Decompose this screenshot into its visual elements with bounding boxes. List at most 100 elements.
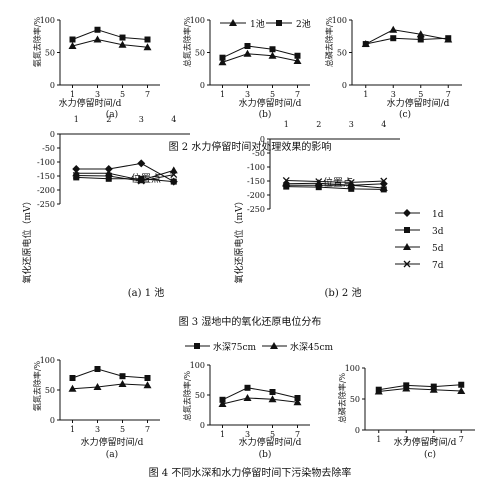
data-point xyxy=(268,51,277,59)
data-point xyxy=(380,177,388,185)
data-point xyxy=(118,380,127,387)
fig2-a-letter: (a) xyxy=(106,109,118,120)
series-line xyxy=(365,37,449,45)
fig2-legend: 1池 2池 xyxy=(220,18,311,30)
legend-square-marker xyxy=(404,227,410,233)
data-point xyxy=(73,174,80,181)
data-point xyxy=(68,384,77,392)
data-point xyxy=(105,175,112,182)
y-tick-label: -100 xyxy=(247,163,265,172)
data-point xyxy=(389,25,398,33)
y-tick-label: 50 xyxy=(337,49,347,58)
data-point xyxy=(390,35,397,42)
y-tick-label: 0 xyxy=(200,81,205,90)
series-line xyxy=(286,182,384,189)
legend-triangle-marker xyxy=(270,342,278,349)
y-tick-label: -250 xyxy=(37,200,55,209)
legend-cross-marker xyxy=(403,260,411,268)
y-tick-label: 0 xyxy=(50,81,55,90)
fig3-b-ylabel: 氧化还原电位（mV） xyxy=(233,196,245,283)
fig4-panel-b: 总氮去除率/% 水力停留时间/d (b) xyxy=(182,370,302,460)
data-point xyxy=(170,178,177,185)
data-point xyxy=(218,400,227,407)
series-line xyxy=(222,387,298,401)
y-tick-label: 100 xyxy=(332,16,347,25)
x-tick-label: 5 xyxy=(431,435,436,444)
series-line xyxy=(378,387,462,393)
y-tick-label: -150 xyxy=(247,177,265,186)
fig4-b-ylabel: 总氮去除率/% xyxy=(182,370,192,421)
data-point xyxy=(104,165,113,173)
data-point xyxy=(294,52,301,59)
fig4-c-xlabel: 水力停留时间/d xyxy=(394,436,457,448)
fig2-b-letter: (b) xyxy=(259,109,272,120)
data-point xyxy=(348,185,355,192)
y-tick-label: 0 xyxy=(50,416,55,425)
y-tick-label: 100 xyxy=(345,364,360,373)
data-point xyxy=(143,43,152,51)
data-point xyxy=(72,165,81,173)
x-tick-label: 7 xyxy=(295,430,300,439)
data-point xyxy=(94,26,101,33)
series-line xyxy=(72,383,148,390)
y-tick-label: 50 xyxy=(350,395,360,404)
x-tick-label: 5 xyxy=(120,425,125,434)
fig3-legend: 1d 3d 5d 7d xyxy=(395,209,444,271)
fig4-a-letter: (a) xyxy=(106,449,118,460)
x-tick-label: 3 xyxy=(349,120,354,129)
fig4-b-letter: (b) xyxy=(259,449,272,460)
series-line xyxy=(72,38,148,48)
fig4-panel-a: 氨氮去除率/% 水力停留时间/d (a) xyxy=(32,360,144,460)
data-point xyxy=(282,176,290,184)
series-line xyxy=(286,186,384,190)
data-point xyxy=(315,184,322,191)
y-tick-label: 50 xyxy=(45,386,55,395)
data-point xyxy=(69,36,76,43)
x-tick-label: 2 xyxy=(106,115,111,124)
fig2-caption: 图 2 水力停留时间对处理效果的影响 xyxy=(169,140,332,153)
data-point xyxy=(144,36,151,43)
data-point xyxy=(143,381,152,389)
data-point xyxy=(68,42,77,49)
data-point xyxy=(244,43,251,49)
data-point xyxy=(118,40,127,48)
data-point xyxy=(93,35,102,43)
fig2-a-xlabel: 水力停留时间/d xyxy=(59,97,122,109)
series-line xyxy=(72,368,148,379)
x-tick-label: 1 xyxy=(70,425,75,434)
x-tick-label: 2 xyxy=(316,120,321,129)
y-tick-label: 100 xyxy=(40,356,55,365)
data-point xyxy=(137,176,146,184)
x-tick-label: 7 xyxy=(459,435,464,444)
data-point xyxy=(94,366,101,372)
x-tick-label: 3 xyxy=(245,90,250,99)
data-point xyxy=(137,177,145,185)
x-tick-label: 4 xyxy=(381,120,386,129)
data-point xyxy=(362,41,369,48)
y-tick-label: 0 xyxy=(200,421,205,430)
y-tick-label: 50 xyxy=(195,49,205,58)
x-tick-label: 3 xyxy=(245,430,250,439)
x-tick-label: 3 xyxy=(95,90,100,99)
x-tick-label: 5 xyxy=(418,90,423,99)
fig3-b-letter: (b) 2 池 xyxy=(325,286,362,299)
fig2-c-ylabel: 总磷去除率/% xyxy=(324,16,334,67)
fig4-a-ylabel: 氨氮去除率/% xyxy=(32,360,42,411)
x-tick-label: 1 xyxy=(284,120,289,129)
x-tick-label: 5 xyxy=(270,90,275,99)
x-tick-label: 1 xyxy=(70,90,75,99)
data-point xyxy=(170,171,178,179)
fig2-legend-2: 2池 xyxy=(296,18,311,30)
series-line xyxy=(365,29,449,45)
series-line xyxy=(222,45,298,59)
data-point xyxy=(244,384,251,391)
fig2-c-letter: (c) xyxy=(399,109,411,120)
y-tick-label: 100 xyxy=(40,16,55,25)
x-tick-label: 1 xyxy=(363,90,368,99)
data-point xyxy=(268,395,277,403)
fig4-panel-c: 总磷去除率/% 水力停留时间/d (c) xyxy=(337,372,457,460)
x-tick-label: 3 xyxy=(391,90,396,99)
y-tick-label: -50 xyxy=(252,149,265,158)
fig3-caption: 图 3 湿地中的氧化还原电位分布 xyxy=(179,315,322,328)
